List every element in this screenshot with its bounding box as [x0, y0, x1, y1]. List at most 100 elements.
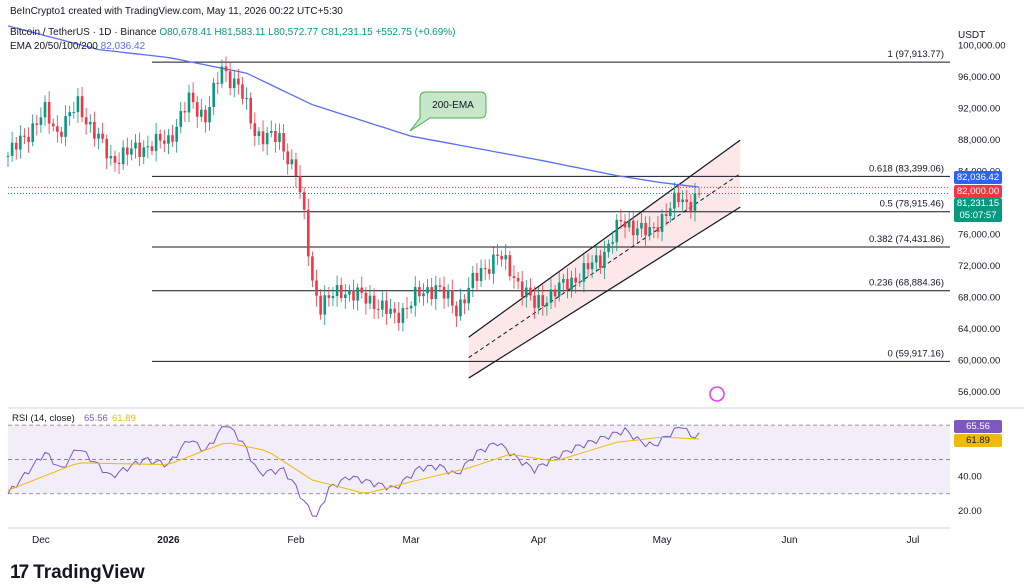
last-price-tag: 81,231.15 05:07:57	[954, 198, 1002, 222]
candle-body	[298, 175, 302, 193]
candle-body	[487, 269, 491, 274]
candle-body	[689, 201, 693, 211]
time-tick-label: Mar	[403, 535, 421, 546]
candle-body	[562, 279, 565, 283]
symbol-name[interactable]: Bitcoin / TetherUS · 1D · Binance	[10, 27, 157, 38]
candle-body	[315, 280, 318, 296]
candle-body	[80, 96, 84, 118]
candle-body	[442, 286, 446, 299]
price-tick-label: 92,000.00	[958, 104, 1000, 115]
candle-body	[344, 294, 347, 298]
candle-body	[640, 222, 643, 229]
candle-body	[545, 302, 549, 307]
price-tick-label: 60,000.00	[958, 356, 1000, 367]
candle-body	[294, 159, 298, 176]
candle-body	[570, 277, 573, 290]
candle-body	[97, 133, 100, 139]
candle-body	[253, 123, 257, 137]
candle-body	[512, 276, 516, 279]
candle-body	[109, 156, 113, 159]
ema-annotation-label: 200-EMA	[432, 100, 474, 111]
candle-body	[282, 133, 285, 152]
candle-body	[381, 300, 384, 310]
candle-body	[553, 289, 557, 297]
ema-legend-value: 82,036.42	[100, 41, 146, 52]
candle-body	[426, 287, 429, 294]
fib-level-label: 0 (59,917.16)	[887, 348, 944, 359]
tradingview-brand[interactable]: 17 TradingView	[10, 562, 145, 584]
candle-body	[623, 221, 627, 228]
candle-body	[368, 295, 372, 304]
candle-body	[10, 142, 14, 156]
candle-body	[130, 148, 133, 155]
time-tick-label: 2026	[157, 535, 180, 546]
candle-body	[356, 287, 359, 301]
candle-body	[286, 151, 290, 165]
time-tick-label: Apr	[531, 535, 547, 546]
candle-body	[475, 272, 479, 281]
rsi-legend-value: 65.56	[84, 413, 108, 424]
candle-body	[446, 290, 450, 299]
candle-body	[619, 219, 623, 222]
candle-body	[479, 268, 483, 281]
candle-body	[697, 193, 701, 195]
candle-body	[138, 142, 141, 157]
candle-body	[615, 219, 619, 243]
candle-body	[249, 97, 252, 124]
candle-body	[631, 220, 635, 236]
candle-body	[438, 285, 442, 287]
candle-body	[31, 123, 34, 142]
candle-body	[376, 308, 380, 310]
candle-body	[504, 255, 508, 260]
candle-body	[14, 142, 18, 150]
ema-legend[interactable]: EMA 20/50/100/200 82,036.42	[10, 41, 145, 52]
level-price-tag: 82,000.00	[954, 185, 1002, 198]
candle-body	[533, 295, 536, 308]
candle-body	[455, 305, 458, 317]
candle-body	[158, 133, 162, 141]
candle-body	[220, 66, 224, 84]
candle-body	[525, 287, 528, 298]
candle-body	[311, 256, 314, 281]
candle-body	[146, 146, 150, 148]
candle-body	[72, 111, 76, 113]
candle-body	[257, 131, 261, 137]
candle-body	[183, 111, 187, 113]
rsi-tick-label: 20.00	[958, 506, 982, 517]
candle-body	[372, 295, 376, 309]
candle-body	[113, 156, 117, 163]
candle-body	[422, 293, 425, 297]
candle-body	[175, 126, 178, 142]
candle-body	[582, 263, 586, 282]
candle-body	[125, 147, 129, 155]
time-tick-label: Jun	[782, 535, 798, 546]
fib-level-label: 0.382 (74,431.86)	[869, 234, 944, 245]
candle-body	[150, 146, 154, 151]
ema-200-line	[7, 25, 700, 188]
candle-body	[163, 140, 166, 144]
rsi-ma-tag: 61.89	[954, 434, 1002, 447]
candle-body	[557, 282, 561, 297]
candle-body	[664, 214, 668, 216]
candle-body	[348, 290, 351, 295]
candle-body	[134, 142, 137, 149]
candle-body	[385, 300, 388, 314]
candle-body	[463, 299, 466, 304]
rsi-value-tag: 65.56	[954, 420, 1002, 433]
candle-body	[500, 255, 503, 260]
candle-body	[228, 71, 232, 89]
candle-body	[339, 285, 343, 298]
candle-body	[195, 102, 199, 117]
candle-body	[508, 255, 512, 277]
currency-label[interactable]: USDT	[958, 30, 986, 41]
candle-body	[142, 147, 146, 157]
candle-body	[541, 295, 545, 307]
candle-body	[241, 84, 244, 99]
tradingview-logo-icon: 17	[10, 562, 29, 583]
candle-body	[56, 126, 59, 132]
candle-body	[101, 133, 104, 139]
candle-body	[401, 307, 405, 323]
candle-body	[35, 123, 39, 125]
candle-body	[105, 138, 109, 159]
